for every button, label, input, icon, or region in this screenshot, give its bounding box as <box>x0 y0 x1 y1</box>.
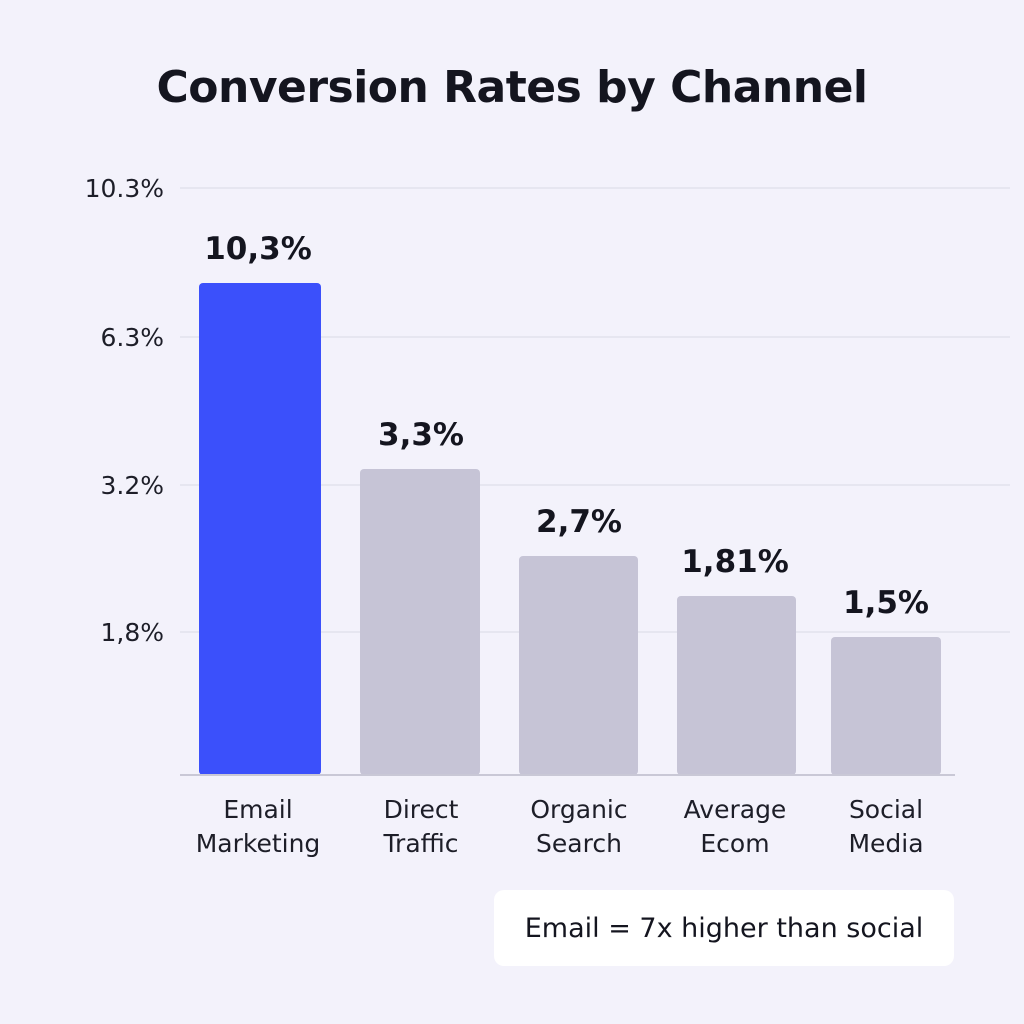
x-tick-label: Search <box>536 829 622 858</box>
x-tick-label: Media <box>848 829 923 858</box>
y-tick-label: 1,8% <box>100 618 164 647</box>
annotation-text: Email = 7x higher than social <box>524 912 924 944</box>
bar <box>199 283 321 775</box>
x-tick-label: Average <box>684 795 787 824</box>
data-label: 2,7% <box>536 504 622 540</box>
data-label: 1,5% <box>843 585 929 621</box>
bar <box>831 637 941 775</box>
annotation-callout: Email = 7x higher than social <box>494 890 954 966</box>
x-tick-label: Social <box>849 795 923 824</box>
x-tick-label: Direct <box>384 795 459 824</box>
data-label: 10,3% <box>204 231 312 267</box>
bar <box>519 556 638 775</box>
bar <box>677 596 796 775</box>
chart-title: Conversion Rates by Channel <box>156 62 868 113</box>
data-label: 3,3% <box>378 417 464 453</box>
y-tick-label: 6.3% <box>100 323 164 352</box>
y-tick-label: 3.2% <box>100 471 164 500</box>
x-tick-label: Email <box>223 795 292 824</box>
x-tick-label: Ecom <box>700 829 769 858</box>
x-tick-label: Traffic <box>382 829 458 858</box>
x-tick-label: Organic <box>530 795 627 824</box>
x-tick-label: Marketing <box>196 829 321 858</box>
data-label: 1,81% <box>681 544 789 580</box>
bar <box>360 469 480 775</box>
y-tick-label: 10.3% <box>85 174 164 203</box>
